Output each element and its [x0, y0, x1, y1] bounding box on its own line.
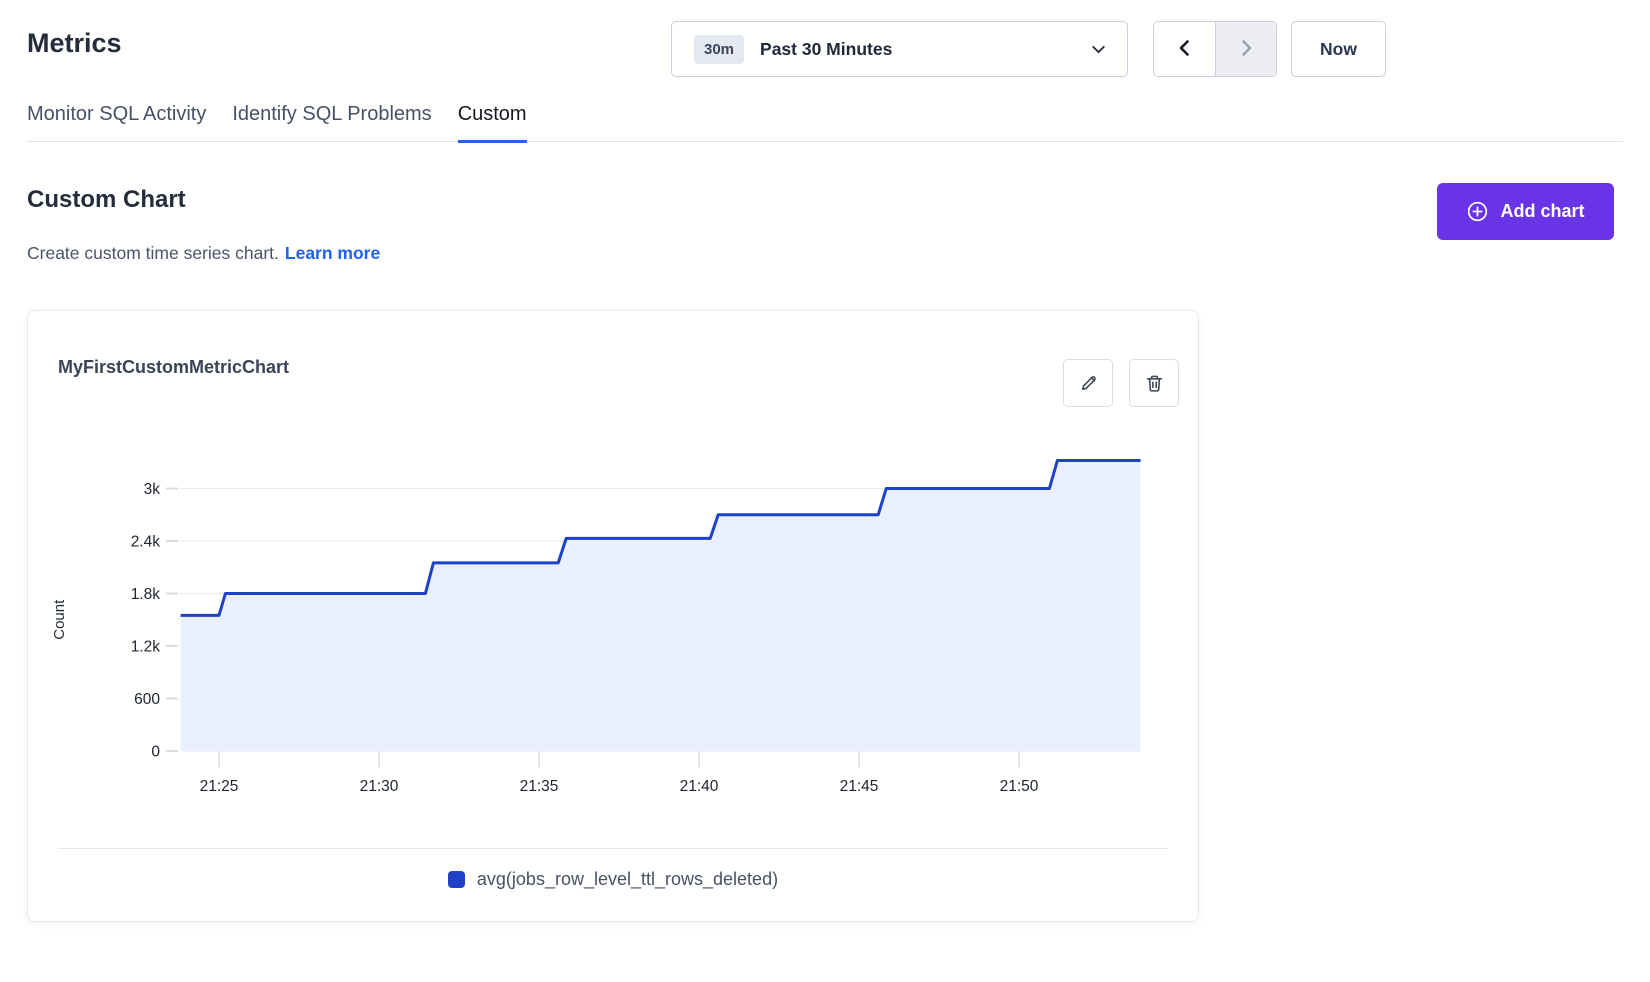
pencil-icon — [1078, 373, 1099, 394]
trash-icon — [1144, 373, 1165, 394]
learn-more-link[interactable]: Learn more — [285, 243, 380, 263]
tab-identify-sql-problems[interactable]: Identify SQL Problems — [232, 103, 431, 141]
svg-text:1.2k: 1.2k — [131, 639, 161, 656]
time-range-label: Past 30 Minutes — [760, 39, 892, 60]
time-range-dropdown[interactable]: 30m Past 30 Minutes — [671, 21, 1128, 77]
svg-text:0: 0 — [151, 744, 160, 761]
svg-text:21:45: 21:45 — [840, 778, 879, 795]
chart-title: MyFirstCustomMetricChart — [58, 357, 289, 378]
add-chart-label: Add chart — [1500, 201, 1584, 222]
svg-text:21:50: 21:50 — [1000, 778, 1039, 795]
next-range-button[interactable] — [1215, 22, 1276, 76]
chart-legend: avg(jobs_row_level_ttl_rows_deleted) — [28, 869, 1198, 890]
time-range-badge: 30m — [694, 35, 744, 64]
edit-chart-button[interactable] — [1063, 359, 1113, 407]
custom-metric-chart: 0 600 1.2k 1.8k 2.4k 3k 21:25 21:30 21:35 21:40 21… — [28, 311, 1198, 851]
section-subtitle: Create custom time series chart. Learn mo… — [27, 243, 380, 264]
metrics-page: Metrics 30m Past 30 Minutes Now Monitor … — [0, 0, 1650, 982]
chevron-right-icon — [1236, 38, 1256, 61]
chevron-down-icon — [1090, 41, 1107, 58]
svg-text:21:25: 21:25 — [200, 778, 239, 795]
svg-text:2.4k: 2.4k — [131, 534, 161, 551]
section-title: Custom Chart — [27, 186, 186, 214]
card-divider — [58, 848, 1168, 849]
svg-text:21:30: 21:30 — [360, 778, 399, 795]
page-title: Metrics — [27, 28, 122, 59]
svg-text:600: 600 — [134, 691, 160, 708]
plus-circle-icon — [1466, 200, 1489, 223]
chevron-left-icon — [1175, 38, 1195, 61]
add-chart-button[interactable]: Add chart — [1437, 183, 1614, 240]
chart-card: MyFirstCustomMetricChart 0 600 1.2k 1.8k 2.4… — [27, 310, 1199, 922]
svg-text:1.8k: 1.8k — [131, 586, 161, 603]
svg-text:21:35: 21:35 — [520, 778, 559, 795]
time-range-arrows — [1153, 21, 1277, 77]
now-button[interactable]: Now — [1291, 21, 1386, 77]
tab-monitor-sql-activity[interactable]: Monitor SQL Activity — [27, 103, 206, 141]
legend-swatch — [448, 871, 465, 888]
tab-custom[interactable]: Custom — [458, 103, 527, 141]
metrics-tabs: Monitor SQL Activity Identify SQL Proble… — [27, 103, 1623, 142]
legend-label: avg(jobs_row_level_ttl_rows_deleted) — [477, 869, 778, 890]
subtitle-text: Create custom time series chart. — [27, 243, 279, 263]
svg-text:Count: Count — [51, 599, 68, 640]
delete-chart-button[interactable] — [1129, 359, 1179, 407]
svg-text:3k: 3k — [144, 481, 161, 498]
prev-range-button[interactable] — [1154, 22, 1215, 76]
svg-text:21:40: 21:40 — [680, 778, 719, 795]
chart-actions — [1063, 359, 1179, 407]
